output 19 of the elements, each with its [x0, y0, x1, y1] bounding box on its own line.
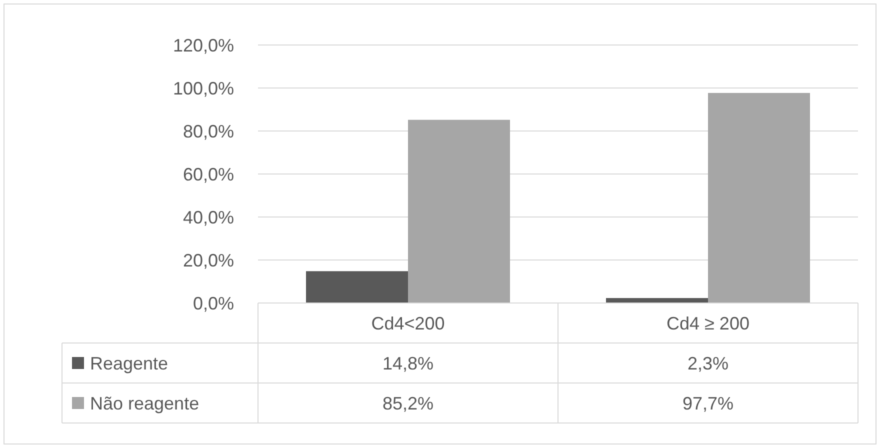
bar	[708, 92, 810, 303]
y-tick-label: 40,0%	[182, 207, 234, 228]
bar	[306, 271, 408, 303]
y-tick-label: 100,0%	[172, 78, 234, 98]
data-label: 97,7%	[682, 393, 734, 414]
y-tick-label: 60,0%	[182, 164, 234, 184]
data-label: 14,8%	[382, 353, 434, 374]
data-label: 85,2%	[382, 393, 434, 414]
x-tick-label: Cd4<200	[371, 313, 445, 334]
data-label: 2,3%	[687, 353, 729, 374]
x-tick-label: Cd4 ≥ 200	[666, 313, 750, 334]
y-tick-label: 80,0%	[182, 121, 234, 142]
bar	[606, 298, 708, 303]
y-tick-label: 120,0%	[172, 35, 234, 56]
y-tick-label: 20,0%	[182, 250, 234, 270]
y-tick-label: 0,0%	[192, 293, 234, 314]
legend-label: Não reagente	[90, 393, 200, 414]
bar	[408, 120, 510, 303]
legend-label: Reagente	[90, 353, 168, 374]
